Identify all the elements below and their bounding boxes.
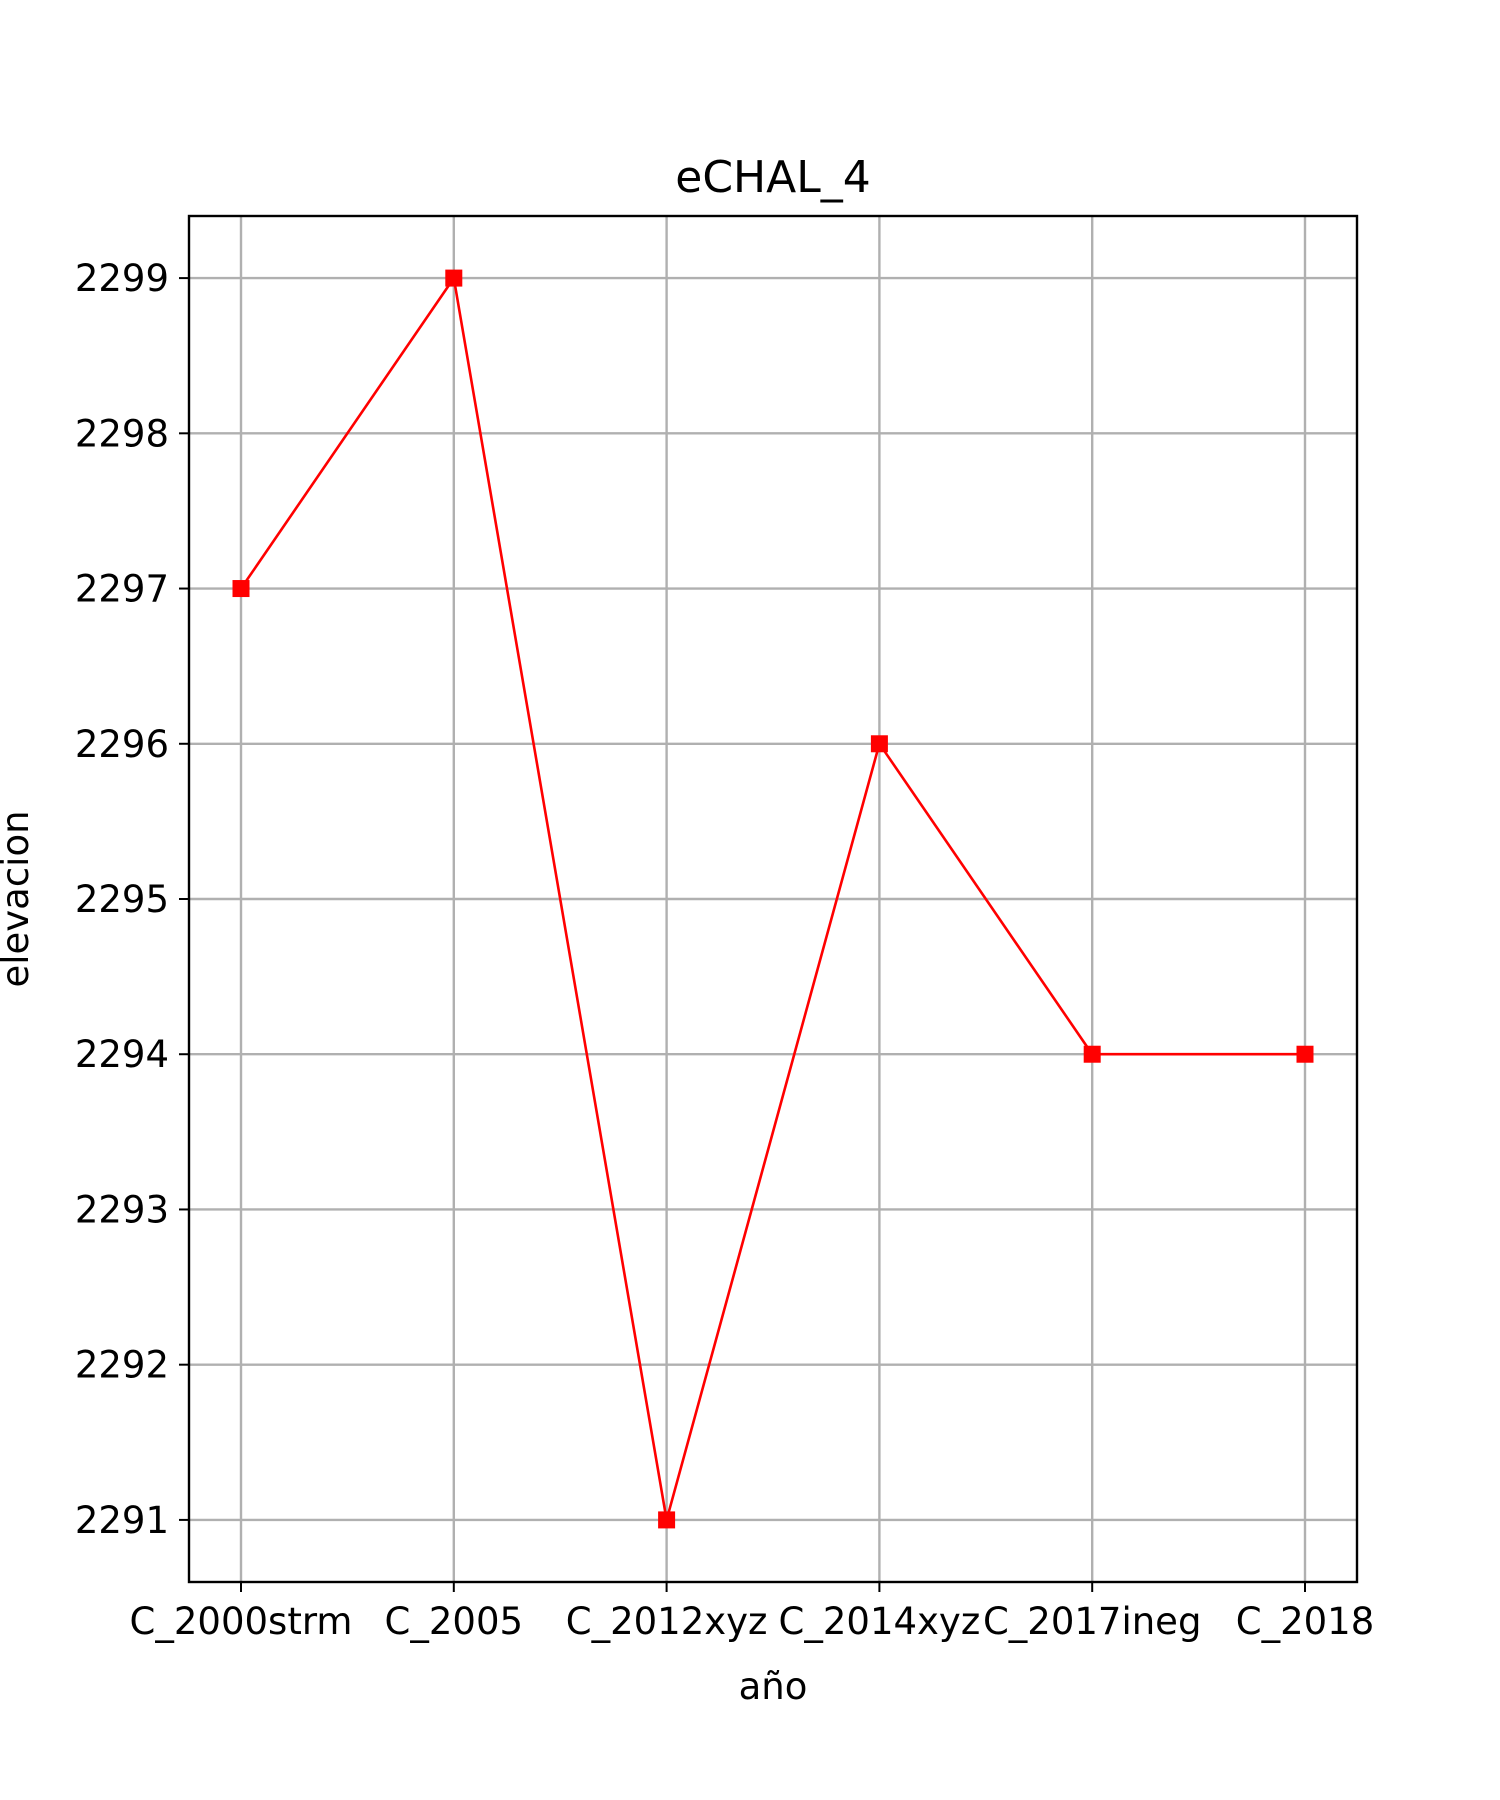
data-point-marker	[1296, 1045, 1314, 1063]
y-tick-label: 2296	[75, 723, 169, 766]
x-tick-label: C_2018	[1236, 1600, 1375, 1643]
x-tick-label: C_2014xyz	[779, 1600, 981, 1643]
tick-labels: C_2000strm C_2005 C_2012xyz C_2014xyz C_2017…	[75, 257, 1374, 1643]
data-point-marker	[658, 1511, 676, 1529]
x-tick-label: C_2017ineg	[983, 1600, 1201, 1643]
y-tick-label: 2292	[75, 1344, 169, 1387]
data-point-marker	[870, 735, 888, 753]
x-tick-label: C_2005	[385, 1600, 524, 1643]
y-tick-label: 2299	[75, 257, 169, 300]
x-tick-label: C_2012xyz	[566, 1600, 768, 1643]
y-tick-label: 2291	[75, 1499, 169, 1542]
grid	[189, 216, 1357, 1582]
y-tick-label: 2293	[75, 1188, 169, 1231]
data-point-marker	[232, 580, 250, 598]
x-tick-label: C_2000strm	[130, 1600, 353, 1643]
ticks	[179, 277, 1306, 1592]
series	[232, 269, 1314, 1529]
y-tick-label: 2295	[75, 878, 169, 921]
y-tick-label: 2297	[75, 568, 169, 611]
data-point-marker	[1083, 1045, 1101, 1063]
y-tick-label: 2298	[75, 412, 169, 455]
y-axis-label: elevacion	[0, 810, 37, 987]
y-tick-label: 2294	[75, 1033, 169, 1076]
chart-title: eCHAL_4	[675, 152, 871, 203]
series-line	[239, 276, 1305, 1522]
plot-frame	[187, 214, 1359, 1584]
x-axis-label: año	[739, 1665, 808, 1708]
data-point-marker	[445, 269, 463, 287]
